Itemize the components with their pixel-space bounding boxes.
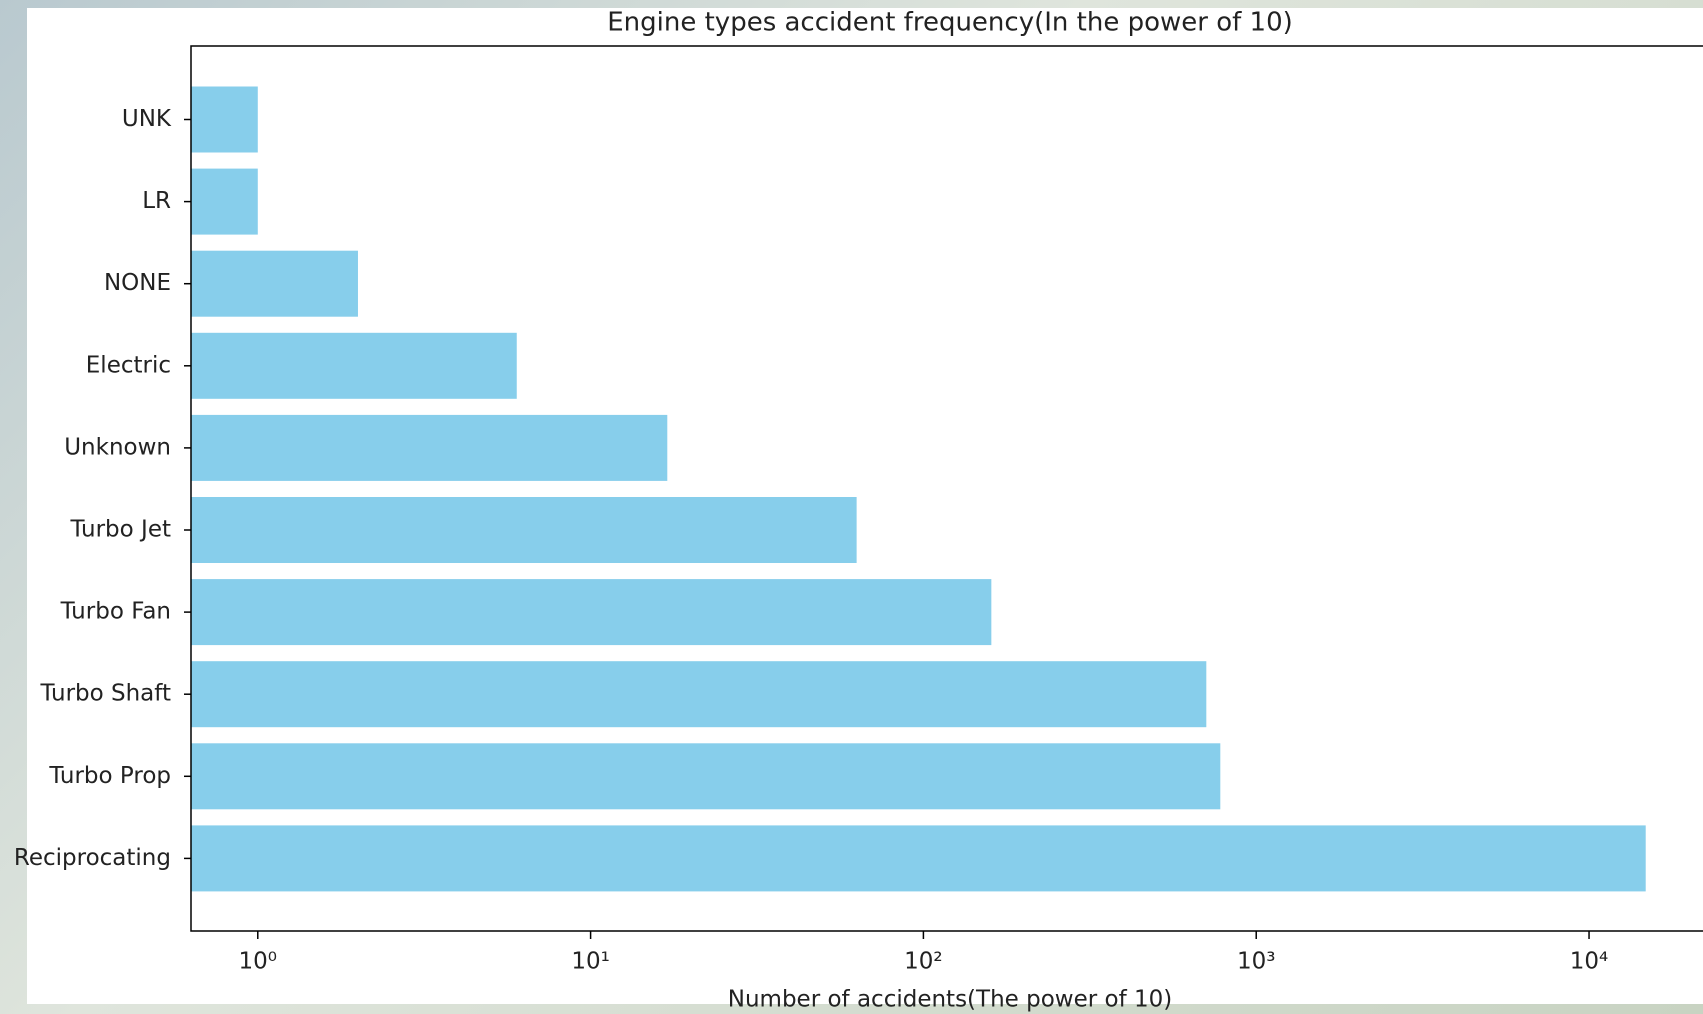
x-tick-label: 10³ bbox=[1237, 949, 1276, 975]
x-tick-label: 10⁰ bbox=[239, 949, 278, 975]
bar bbox=[191, 825, 1646, 892]
y-tick-label: Electric bbox=[86, 352, 171, 378]
y-tick-label: Reciprocating bbox=[14, 845, 171, 871]
chart-title: Engine types accident frequency(In the p… bbox=[607, 8, 1293, 38]
x-axis-label: Number of accidents(The power of 10) bbox=[728, 987, 1172, 1013]
y-tick-label: Turbo Fan bbox=[60, 599, 171, 625]
bar bbox=[191, 332, 517, 399]
bar bbox=[191, 579, 992, 646]
y-tick-label: LR bbox=[142, 188, 171, 214]
y-tick-label: Turbo Prop bbox=[48, 763, 171, 789]
y-tick-label: NONE bbox=[104, 270, 171, 296]
bar bbox=[191, 86, 258, 153]
x-tick-label: 10⁴ bbox=[1570, 949, 1609, 975]
x-tick-label: 10² bbox=[904, 949, 943, 975]
bar bbox=[191, 661, 1207, 728]
bar bbox=[191, 250, 358, 317]
y-tick-label: UNK bbox=[122, 106, 172, 132]
y-tick-label: Turbo Jet bbox=[69, 517, 171, 543]
plot-frame bbox=[190, 45, 1703, 932]
bar bbox=[191, 168, 258, 235]
bar bbox=[191, 743, 1221, 810]
bar bbox=[191, 497, 857, 563]
y-tick-label: Unknown bbox=[64, 434, 171, 460]
y-tick-label: Turbo Shaft bbox=[39, 681, 171, 707]
bar bbox=[191, 414, 668, 481]
x-tick-label: 10¹ bbox=[571, 949, 610, 975]
